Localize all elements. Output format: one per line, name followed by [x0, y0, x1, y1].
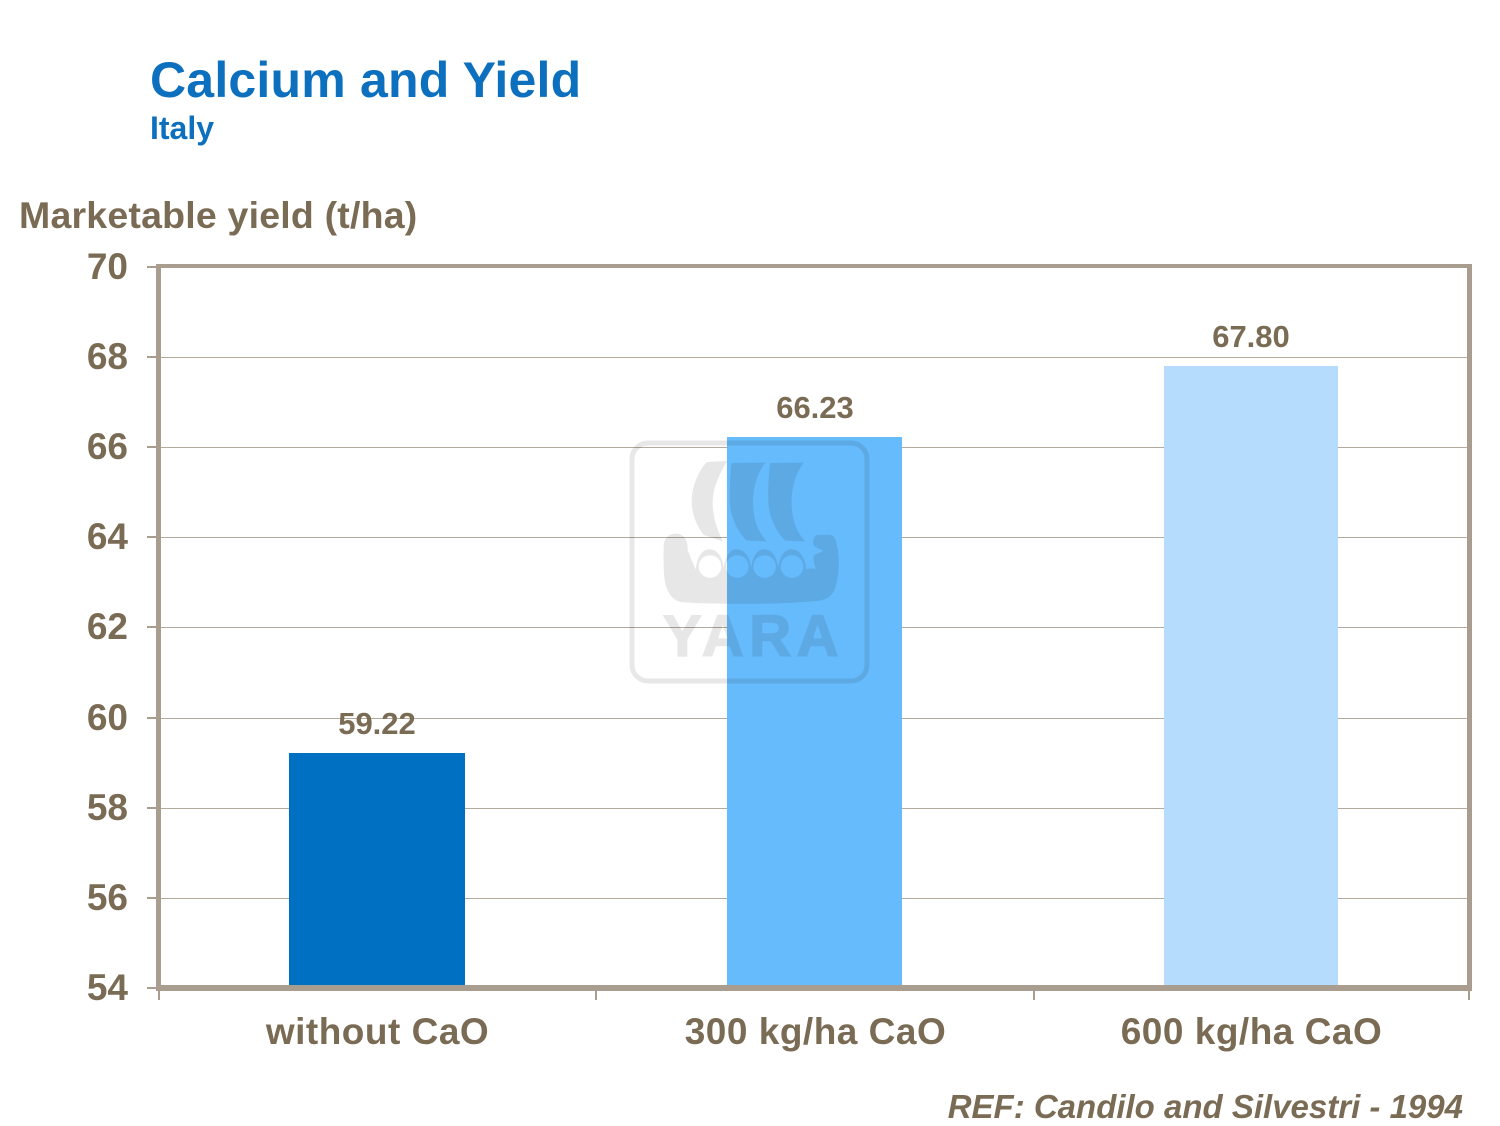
- svg-text:YARA: YARA: [663, 604, 844, 669]
